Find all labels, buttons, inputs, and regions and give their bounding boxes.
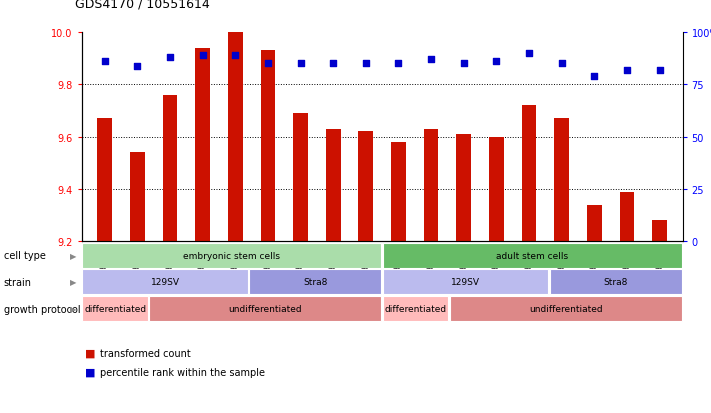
Text: ▶: ▶ [70,305,76,313]
Bar [489,138,504,242]
Point [392,61,404,68]
Text: 129SV: 129SV [151,278,180,287]
Bar [293,114,308,242]
Text: percentile rank within the sample: percentile rank within the sample [100,367,264,377]
Text: undifferentiated: undifferentiated [529,305,602,313]
Bar [326,130,341,242]
Bar [250,270,382,295]
Bar [383,297,448,322]
Text: transformed count: transformed count [100,348,191,358]
Point [523,50,535,57]
Text: ▶: ▶ [70,278,76,287]
Bar [130,153,144,242]
Bar [163,96,177,242]
Point [197,53,208,59]
Bar [97,119,112,242]
Text: growth protocol: growth protocol [4,304,80,314]
Bar [383,270,548,295]
Point [458,61,469,68]
Bar [424,130,439,242]
Bar [358,132,373,242]
Bar [653,221,667,242]
Text: adult stem cells: adult stem cells [496,251,568,260]
Bar [449,297,682,322]
Bar [620,192,634,242]
Bar [456,135,471,242]
Point [295,61,306,68]
Text: strain: strain [4,277,31,287]
Bar [391,142,406,242]
Text: embryonic stem cells: embryonic stem cells [183,251,280,260]
Bar [196,49,210,242]
Bar [149,297,382,322]
Bar [82,297,148,322]
Bar [82,243,382,268]
Text: differentiated: differentiated [84,305,146,313]
Text: ■: ■ [85,348,96,358]
Point [654,67,665,74]
Bar [550,270,682,295]
Text: 129SV: 129SV [451,278,480,287]
Point [262,61,274,68]
Bar [522,106,536,242]
Bar [82,270,248,295]
Point [491,59,502,66]
Point [621,67,633,74]
Text: GDS4170 / 10551614: GDS4170 / 10551614 [75,0,210,10]
Point [589,74,600,80]
Text: ■: ■ [85,367,96,377]
Bar [228,33,242,242]
Bar [260,51,275,242]
Point [132,63,143,70]
Point [425,57,437,64]
Text: Stra8: Stra8 [303,278,328,287]
Text: Stra8: Stra8 [604,278,628,287]
Text: cell type: cell type [4,250,46,261]
Bar [555,119,569,242]
Point [360,61,372,68]
Bar [383,243,682,268]
Bar [587,205,602,242]
Text: undifferentiated: undifferentiated [228,305,302,313]
Point [230,53,241,59]
Point [556,61,567,68]
Point [164,55,176,62]
Text: differentiated: differentiated [385,305,447,313]
Text: ▶: ▶ [70,251,76,260]
Point [99,59,110,66]
Point [328,61,339,68]
